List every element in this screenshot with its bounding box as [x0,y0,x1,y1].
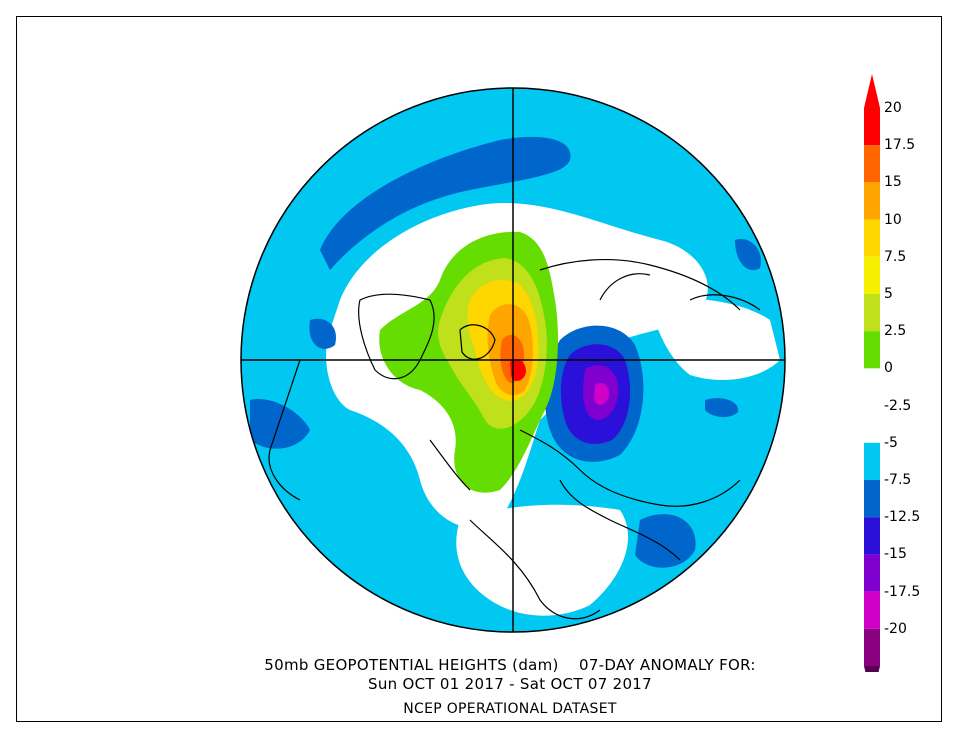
anomaly-patch-africa [635,514,696,568]
colorbar-tick-label: 2.5 [884,323,907,340]
colorbar-tick-label: 20 [884,100,902,116]
colorbar-swatch [864,442,880,480]
colorbar-swatch [864,256,880,294]
plot-frame [16,16,942,722]
colorbar-swatch [864,628,880,666]
colorbar [864,74,880,672]
colorbar-tick-label: -5 [884,434,898,451]
colorbar-tick-label: -7.5 [884,472,912,488]
anomaly-patch-aleutian [309,318,336,349]
colorbar-tick-label: 7.5 [884,248,907,265]
anomaly-patch-northeast [735,239,761,271]
colorbar-swatch [864,294,880,332]
colorbar-swatch [864,331,880,369]
anomaly-low-core [594,383,610,405]
caption-dates: Sun OCT 01 2017 - Sat OCT 07 2017 [368,675,652,693]
colorbar-tick-label: 15 [884,174,902,191]
anomaly-high-core [510,359,526,381]
anomaly-patch-west [250,399,310,449]
anomaly-band-north-pacific [320,136,571,270]
colorbar-tick-label: 17.5 [884,137,916,154]
colorbar-swatch [864,405,880,443]
colorbar-tick-label: -12.5 [884,509,921,526]
anomaly-patch-east [705,398,739,418]
colorbar-bottom-arrow [864,666,880,672]
colorbar-swatch [864,517,880,555]
colorbar-swatch [864,591,880,629]
colorbar-tick-label: 0 [884,360,893,377]
colorbar-tick-label: 5 [884,286,893,302]
colorbar-swatch [864,480,880,518]
colorbar-tick-label: -20 [884,620,907,637]
colorbar-top-arrow [864,74,880,108]
colorbar-tick-label: -2.5 [884,397,912,414]
colorbar-tick-label: -17.5 [884,583,921,600]
caption-title: 50mb GEOPOTENTIAL HEIGHTS (dam) 07-DAY A… [264,656,756,674]
colorbar-swatch [864,145,880,183]
neutral-zone-africa [456,504,629,616]
colorbar-swatch [864,108,880,146]
map-boundary [240,87,786,633]
caption-dataset: NCEP OPERATIONAL DATASET [403,701,617,717]
colorbar-swatch [864,368,880,406]
colorbar-swatch [864,182,880,220]
colorbar-swatch [864,554,880,592]
colorbar-tick-label: -15 [884,546,907,563]
colorbar-tick-label: 10 [884,211,902,228]
colorbar-swatch [864,219,880,257]
